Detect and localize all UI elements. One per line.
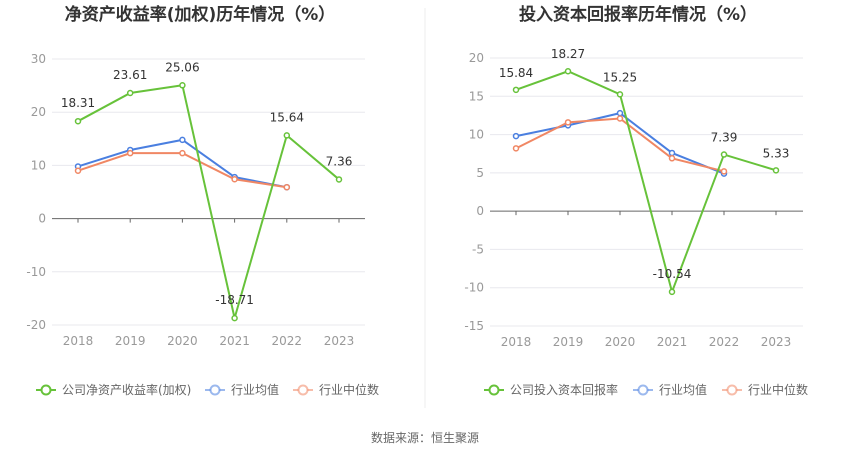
data-label: 7.36 <box>326 154 353 168</box>
legend-item[interactable]: 公司净资产收益率(加权) <box>36 382 191 397</box>
data-label: 15.25 <box>603 70 637 84</box>
legend-marker-icon <box>637 384 649 396</box>
data-point[interactable] <box>74 167 82 174</box>
legend-label: 公司净资产收益率(加权) <box>62 382 191 397</box>
x-tick-label: 2019 <box>553 335 584 349</box>
data-label: -10.54 <box>653 267 692 281</box>
data-label: -18.71 <box>215 293 254 307</box>
data-point[interactable] <box>720 168 728 175</box>
legend-marker-icon <box>297 384 309 396</box>
series-line <box>77 84 340 319</box>
data-point[interactable] <box>126 149 134 157</box>
data-point[interactable] <box>283 183 291 191</box>
y-tick-label: 15 <box>469 89 484 103</box>
data-point[interactable] <box>564 67 572 75</box>
data-point[interactable] <box>126 89 134 97</box>
data-point[interactable] <box>668 288 676 296</box>
data-point[interactable] <box>335 176 343 183</box>
data-label: 15.84 <box>499 66 533 80</box>
data-point[interactable] <box>512 86 520 94</box>
y-tick-label: 10 <box>469 128 484 142</box>
y-tick-label: 20 <box>469 51 484 65</box>
data-point[interactable] <box>668 155 676 162</box>
data-point[interactable] <box>668 149 676 157</box>
series-line <box>515 70 777 296</box>
data-source: 数据来源：恒生聚源 <box>371 430 479 445</box>
x-tick-label: 2023 <box>324 334 355 348</box>
legend-marker-icon <box>40 384 52 396</box>
data-point[interactable] <box>179 82 186 89</box>
y-tick-label: -10 <box>26 265 46 279</box>
legend-item[interactable]: 行业均值 <box>205 382 279 397</box>
data-point[interactable] <box>179 136 186 144</box>
legend-item[interactable]: 行业中位数 <box>722 382 808 397</box>
data-label: 15.64 <box>270 110 304 124</box>
chart-title: 净资产收益率(加权)历年情况（%） <box>65 4 336 25</box>
x-tick-label: 2022 <box>709 335 740 349</box>
data-label: 18.27 <box>551 47 585 61</box>
data-point[interactable] <box>283 132 291 139</box>
legend-marker-icon <box>209 384 221 396</box>
x-tick-label: 2018 <box>501 335 532 349</box>
series-line <box>515 117 725 173</box>
data-label: 7.39 <box>711 131 738 145</box>
roic-chart: 投入资本回报率历年情况（%） 20 15 10 5 0 -5 -10 -15 2018 2019 20… <box>464 4 808 397</box>
data-point[interactable] <box>179 149 186 157</box>
x-tick-label: 2020 <box>167 334 198 348</box>
x-tick-label: 2022 <box>272 334 303 348</box>
data-point[interactable] <box>512 132 520 140</box>
y-tick-label: 10 <box>31 158 46 172</box>
x-tick-label: 2019 <box>115 334 146 348</box>
data-point[interactable] <box>231 314 238 322</box>
legend-label: 公司投入资本回报率 <box>510 382 618 397</box>
x-tick-label: 2020 <box>605 335 636 349</box>
x-tick-label: 2021 <box>219 334 250 348</box>
legend-label: 行业中位数 <box>319 382 379 397</box>
legend-marker-icon <box>726 384 738 396</box>
legend-item[interactable]: 公司投入资本回报率 <box>484 382 618 397</box>
data-point[interactable] <box>564 119 572 126</box>
data-point[interactable] <box>231 175 238 183</box>
series-line <box>515 112 725 175</box>
y-tick-label: -10 <box>464 281 484 295</box>
chart-title: 投入资本回报率历年情况（%） <box>519 4 757 25</box>
data-point[interactable] <box>512 145 520 152</box>
legend-item[interactable]: 行业中位数 <box>293 382 379 397</box>
data-point[interactable] <box>772 167 780 174</box>
data-point[interactable] <box>616 109 624 117</box>
data-label: 25.06 <box>165 60 199 74</box>
data-point[interactable] <box>74 117 82 125</box>
data-label: 5.33 <box>763 146 790 160</box>
series-line <box>77 138 287 189</box>
legend-label: 行业均值 <box>231 382 279 397</box>
y-tick-label: -15 <box>464 319 484 333</box>
legend-label: 行业均值 <box>659 382 707 397</box>
y-tick-label: -20 <box>26 318 46 332</box>
data-point[interactable] <box>720 151 728 158</box>
data-label: 18.31 <box>61 96 95 110</box>
x-tick-label: 2021 <box>657 335 688 349</box>
data-label: 23.61 <box>113 68 147 82</box>
y-tick-label: 30 <box>31 52 46 66</box>
legend-label: 行业中位数 <box>748 382 808 397</box>
legend-marker-icon <box>488 384 500 396</box>
x-tick-label: 2023 <box>761 335 792 349</box>
series-line <box>77 152 287 189</box>
x-tick-label: 2018 <box>63 334 94 348</box>
data-point[interactable] <box>616 91 624 98</box>
legend-item[interactable]: 行业均值 <box>633 382 707 397</box>
y-tick-label: -5 <box>472 242 484 256</box>
y-tick-label: 0 <box>38 212 46 226</box>
data-point[interactable] <box>616 115 624 122</box>
y-tick-label: 0 <box>476 204 484 218</box>
roe-chart: 净资产收益率(加权)历年情况（%） 30 20 10 0 -10 -20 2018 2019 20… <box>26 4 379 397</box>
y-tick-label: 20 <box>31 105 46 119</box>
y-tick-label: 5 <box>476 166 484 180</box>
